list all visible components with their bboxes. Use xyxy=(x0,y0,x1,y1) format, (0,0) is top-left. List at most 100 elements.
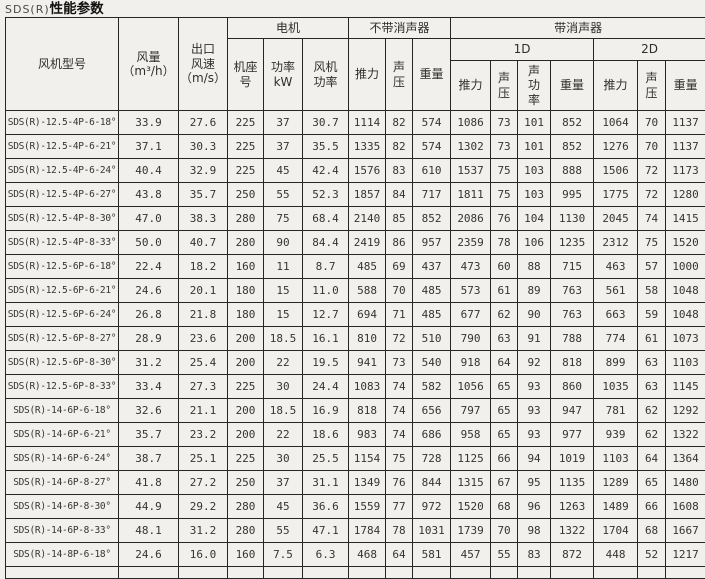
value-cell: 200 xyxy=(228,399,264,423)
col-header-sound-pressure-1d: 声 压 xyxy=(491,61,518,111)
value-cell: 31.2 xyxy=(119,351,179,375)
value-cell: 64 xyxy=(491,351,518,375)
value-cell: 473 xyxy=(451,255,491,279)
value-cell: 581 xyxy=(413,543,451,567)
value-cell: 1048 xyxy=(666,279,705,303)
value-cell: 47.0 xyxy=(119,207,179,231)
model-cell: SDS(R)-14-6P-6-18° xyxy=(6,399,119,423)
value-cell: 810 xyxy=(349,327,386,351)
value-cell: 24.4 xyxy=(303,375,349,399)
value-cell: 1292 xyxy=(666,399,705,423)
value-cell: 63 xyxy=(491,327,518,351)
value-cell: 1145 xyxy=(666,375,705,399)
model-cell: SDS(R)-14-8P-6-18° xyxy=(6,543,119,567)
value-cell: 52.3 xyxy=(303,183,349,207)
value-cell: 574 xyxy=(413,111,451,135)
value-cell: 1217 xyxy=(666,543,705,567)
value-cell: 40.7 xyxy=(179,231,228,255)
value-cell: 76 xyxy=(386,471,413,495)
value-cell: 160 xyxy=(228,255,264,279)
col-header-sound-pressure: 声 压 xyxy=(386,39,413,111)
value-cell: 22 xyxy=(264,351,303,375)
value-cell: 30 xyxy=(264,375,303,399)
value-cell: 763 xyxy=(551,303,594,327)
value-cell: 774 xyxy=(594,327,638,351)
value-cell: 44.9 xyxy=(119,495,179,519)
value-cell: 30 xyxy=(264,447,303,471)
value-cell: 21.1 xyxy=(179,399,228,423)
value-cell: 1048 xyxy=(666,303,705,327)
value-cell: 22.4 xyxy=(119,255,179,279)
value-cell: 103 xyxy=(518,183,551,207)
value-cell: 72 xyxy=(638,159,666,183)
value-cell: 23.6 xyxy=(179,327,228,351)
table-header: 风机型号 风量 （m³/h） 出口 风速 （m/s） 电机 不带消声器 带消声器… xyxy=(6,18,705,111)
value-cell: 1289 xyxy=(594,471,638,495)
value-cell: 1137 xyxy=(666,135,705,159)
value-cell: 1315 xyxy=(451,471,491,495)
value-cell: 64 xyxy=(638,447,666,471)
value-cell: 89 xyxy=(518,279,551,303)
value-cell: 1056 xyxy=(451,375,491,399)
title-prefix: SDS(R) xyxy=(5,3,50,16)
value-cell: 437 xyxy=(413,255,451,279)
value-cell: 8.7 xyxy=(303,255,349,279)
value-cell: 1857 xyxy=(349,183,386,207)
value-cell: 1083 xyxy=(349,375,386,399)
value-cell: 71 xyxy=(386,303,413,327)
value-cell: 860 xyxy=(551,375,594,399)
model-cell: SDS(R)-12.5-6P-6-21° xyxy=(6,279,119,303)
value-cell: 977 xyxy=(551,423,594,447)
value-cell: 844 xyxy=(413,471,451,495)
value-cell: 485 xyxy=(413,303,451,327)
value-cell: 1031 xyxy=(413,519,451,543)
value-cell: 31.2 xyxy=(179,519,228,543)
value-cell: 1114 xyxy=(349,111,386,135)
col-header-thrust-1d: 推力 xyxy=(451,61,491,111)
value-cell: 872 xyxy=(551,543,594,567)
model-cell: SDS(R)-14-6P-6-21° xyxy=(6,423,119,447)
value-cell: 1154 xyxy=(349,447,386,471)
value-cell: 790 xyxy=(451,327,491,351)
value-cell: 29.2 xyxy=(179,495,228,519)
value-cell: 2140 xyxy=(349,207,386,231)
value-cell: 510 xyxy=(413,327,451,351)
value-cell: 64 xyxy=(386,543,413,567)
value-cell: 1137 xyxy=(666,111,705,135)
subgroup-header-1d: 1D xyxy=(451,39,594,61)
value-cell: 35.5 xyxy=(303,135,349,159)
value-cell: 1364 xyxy=(666,447,705,471)
value-cell: 75 xyxy=(386,447,413,471)
model-cell: SDS(R)-12.5-4P-8-30° xyxy=(6,207,119,231)
value-cell: 72 xyxy=(386,327,413,351)
value-cell: 83 xyxy=(386,159,413,183)
value-cell: 37 xyxy=(264,111,303,135)
value-cell: 61 xyxy=(491,279,518,303)
model-cell: SDS(R)-12.5-4P-6-27° xyxy=(6,183,119,207)
value-cell: 225 xyxy=(228,159,264,183)
value-cell: 677 xyxy=(451,303,491,327)
value-cell: 1704 xyxy=(594,519,638,543)
value-cell: 96 xyxy=(518,495,551,519)
value-cell: 250 xyxy=(228,471,264,495)
value-cell: 852 xyxy=(413,207,451,231)
value-cell: 101 xyxy=(518,111,551,135)
col-header-fan-power: 风机 功率 xyxy=(303,39,349,111)
value-cell: 958 xyxy=(451,423,491,447)
value-cell: 588 xyxy=(349,279,386,303)
value-cell: 94 xyxy=(518,447,551,471)
value-cell: 24.6 xyxy=(119,279,179,303)
model-cell: SDS(R)-12.5-4P-8-33° xyxy=(6,231,119,255)
group-header-no-silencer: 不带消声器 xyxy=(349,18,451,39)
value-cell: 70 xyxy=(386,279,413,303)
value-cell: 65 xyxy=(491,375,518,399)
value-cell: 468 xyxy=(349,543,386,567)
value-cell: 686 xyxy=(413,423,451,447)
